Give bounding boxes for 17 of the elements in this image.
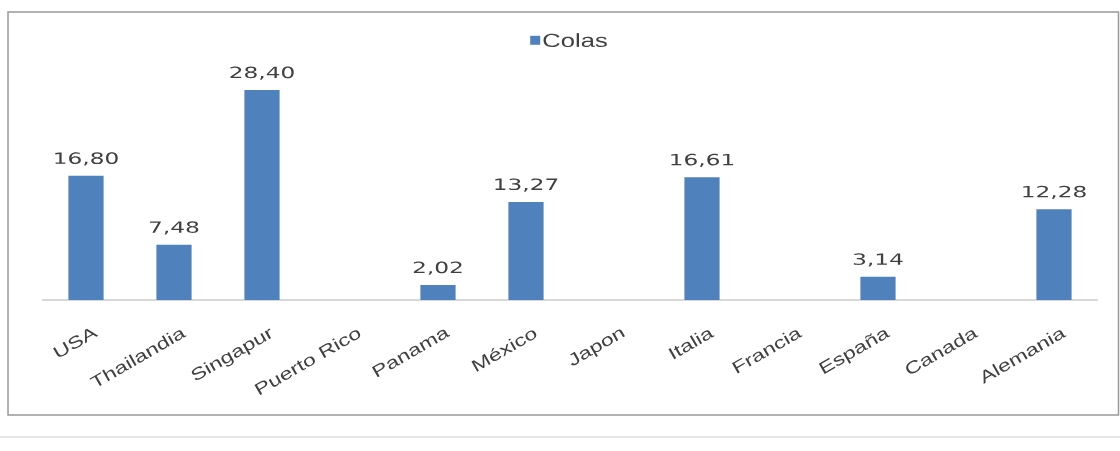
bar: [156, 244, 192, 300]
data-label: 16,80: [55, 152, 118, 166]
data-label: 13,27: [495, 178, 558, 192]
bar: [1036, 209, 1072, 300]
legend-label: Colas: [543, 33, 607, 48]
bar: [420, 285, 456, 300]
data-label: 28,40: [230, 66, 294, 80]
data-label: 3,14: [853, 253, 903, 267]
data-label: 16,61: [671, 153, 734, 167]
bar: [684, 177, 720, 300]
data-label: 2,02: [413, 261, 462, 275]
bar: [68, 175, 104, 300]
data-label: 12,28: [1023, 185, 1086, 200]
bar: [244, 90, 280, 300]
bar: [860, 276, 896, 300]
bar: [508, 201, 544, 300]
data-label: 7,48: [150, 221, 199, 235]
